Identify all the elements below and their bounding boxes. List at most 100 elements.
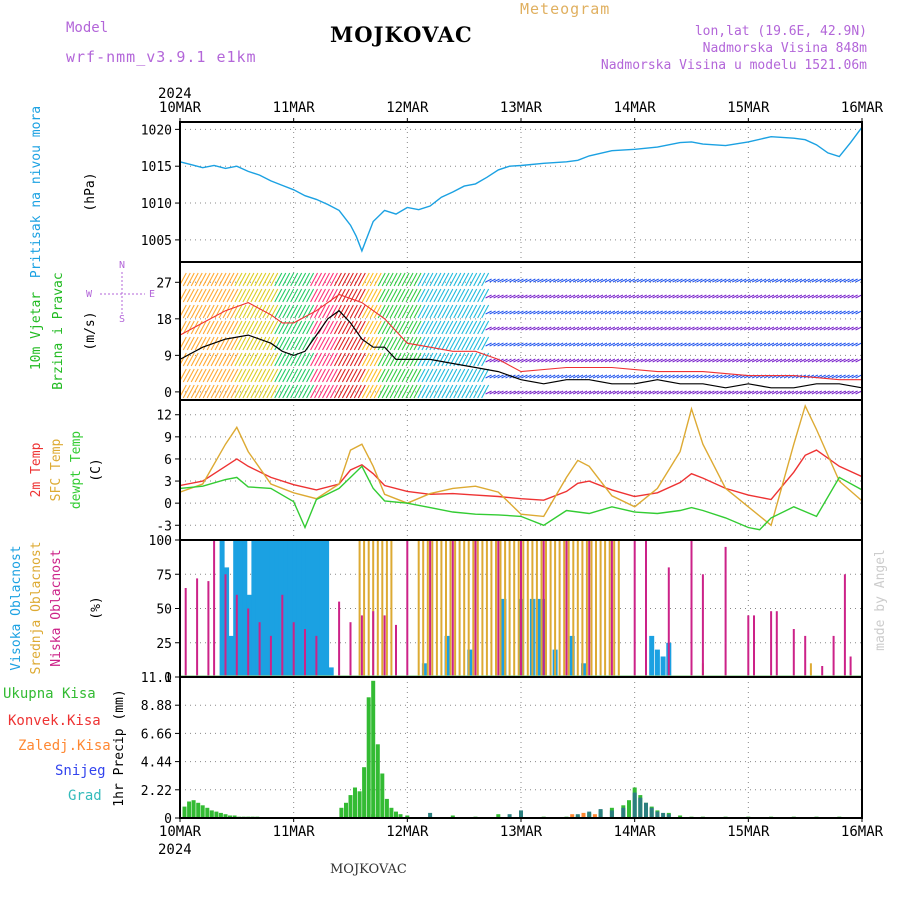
wind-barb bbox=[314, 304, 323, 319]
wind-barb bbox=[290, 304, 299, 319]
wind-barb bbox=[477, 304, 486, 319]
wind-barb bbox=[290, 272, 299, 287]
wind-barb bbox=[389, 304, 398, 319]
precip-series-label: Zaledj.Kisa bbox=[18, 738, 111, 754]
precip-bar bbox=[196, 802, 201, 818]
wind-barb bbox=[751, 310, 759, 315]
y-tick-label-temperature: 6 bbox=[164, 453, 172, 468]
wind-barb bbox=[533, 294, 540, 299]
wind-barb bbox=[823, 342, 830, 347]
wind-barb bbox=[692, 294, 699, 299]
wind-barb bbox=[473, 288, 482, 303]
wind-barb bbox=[489, 278, 496, 283]
wind-barb bbox=[286, 288, 295, 303]
wind-barb bbox=[803, 390, 811, 395]
wind-barb bbox=[823, 326, 830, 331]
cloud-bar bbox=[292, 540, 298, 677]
wind-barb bbox=[393, 368, 402, 383]
wind-barb bbox=[823, 294, 830, 299]
wind-barb bbox=[564, 390, 572, 395]
wind-barb bbox=[751, 294, 759, 299]
wind-barb bbox=[763, 326, 771, 331]
wind-barb bbox=[672, 326, 679, 331]
cloud-bar bbox=[595, 540, 597, 677]
wind-barb bbox=[357, 288, 366, 303]
wind-barb bbox=[831, 390, 838, 395]
wind-barb bbox=[322, 368, 330, 383]
cloud-bar bbox=[451, 540, 454, 677]
wind-barb bbox=[560, 294, 568, 299]
wind-barb bbox=[545, 374, 552, 379]
wind-barb bbox=[728, 310, 735, 315]
wind-barb bbox=[537, 294, 544, 299]
wind-barb bbox=[743, 342, 751, 347]
wind-barb bbox=[568, 326, 576, 331]
wind-barb bbox=[409, 288, 418, 303]
wind-barb bbox=[429, 368, 438, 383]
wind-barb bbox=[823, 310, 830, 315]
wind-barb bbox=[747, 294, 755, 299]
wind-barb bbox=[449, 336, 458, 351]
wind-barb bbox=[417, 288, 426, 303]
wind-barb bbox=[580, 326, 588, 331]
wind-barb bbox=[521, 310, 528, 315]
wind-barb bbox=[823, 358, 830, 363]
wind-barb bbox=[226, 368, 235, 383]
wind-barb bbox=[521, 278, 528, 283]
wind-barb bbox=[664, 326, 671, 331]
wind-barb bbox=[286, 304, 295, 319]
wind-barb bbox=[616, 390, 624, 395]
wind-barb bbox=[751, 326, 759, 331]
wind-barb bbox=[763, 278, 771, 283]
wind-barb bbox=[361, 384, 370, 399]
wind-barb bbox=[811, 278, 819, 283]
precip-bar bbox=[344, 802, 348, 818]
wind-barb bbox=[549, 390, 556, 395]
wind-barb bbox=[489, 310, 496, 315]
wind-barb bbox=[234, 384, 243, 399]
wind-barb bbox=[688, 358, 695, 363]
wind-barb bbox=[803, 310, 811, 315]
wind-barb bbox=[588, 294, 596, 299]
wind-barb bbox=[194, 368, 203, 383]
wind-barb bbox=[640, 358, 647, 363]
wind-barb bbox=[596, 342, 604, 347]
wind-barb bbox=[473, 320, 482, 335]
wind-barb bbox=[497, 326, 504, 331]
wind-barb bbox=[341, 336, 350, 351]
wind-barb bbox=[541, 294, 548, 299]
wind-barb bbox=[258, 288, 267, 303]
wind-barb bbox=[525, 278, 532, 283]
wind-barb bbox=[545, 342, 552, 347]
wind-barb bbox=[345, 384, 354, 399]
wind-barb bbox=[664, 294, 671, 299]
wind-barb bbox=[592, 390, 600, 395]
wind-barb bbox=[684, 342, 691, 347]
wind-barb bbox=[628, 294, 636, 299]
precip-bar bbox=[214, 811, 219, 818]
cloud-bar bbox=[421, 663, 427, 677]
wind-barb bbox=[465, 304, 474, 319]
wind-barb bbox=[393, 304, 402, 319]
wind-barb bbox=[584, 310, 592, 315]
x-tick-label-top: 10MAR bbox=[159, 100, 202, 116]
wind-barb bbox=[445, 384, 454, 399]
precip-bar bbox=[678, 815, 683, 818]
wind-barb bbox=[787, 342, 795, 347]
model-label: Model bbox=[66, 20, 109, 36]
wind-barb bbox=[763, 294, 771, 299]
wind-barb bbox=[489, 294, 496, 299]
wind-barb bbox=[608, 390, 616, 395]
wind-barb bbox=[680, 374, 687, 379]
wind-barb bbox=[819, 326, 827, 331]
wind-barb bbox=[230, 352, 239, 367]
x-tick-label-top: 14MAR bbox=[614, 100, 657, 116]
wind-barb bbox=[182, 272, 191, 287]
y-tick-label-precip: 4.44 bbox=[141, 756, 172, 771]
wind-barb bbox=[525, 374, 532, 379]
wind-barb bbox=[337, 336, 346, 351]
temp-line-2m-temp bbox=[179, 449, 863, 501]
wind-barb bbox=[620, 342, 628, 347]
wind-barb bbox=[712, 294, 719, 299]
wind-barb bbox=[588, 342, 596, 347]
